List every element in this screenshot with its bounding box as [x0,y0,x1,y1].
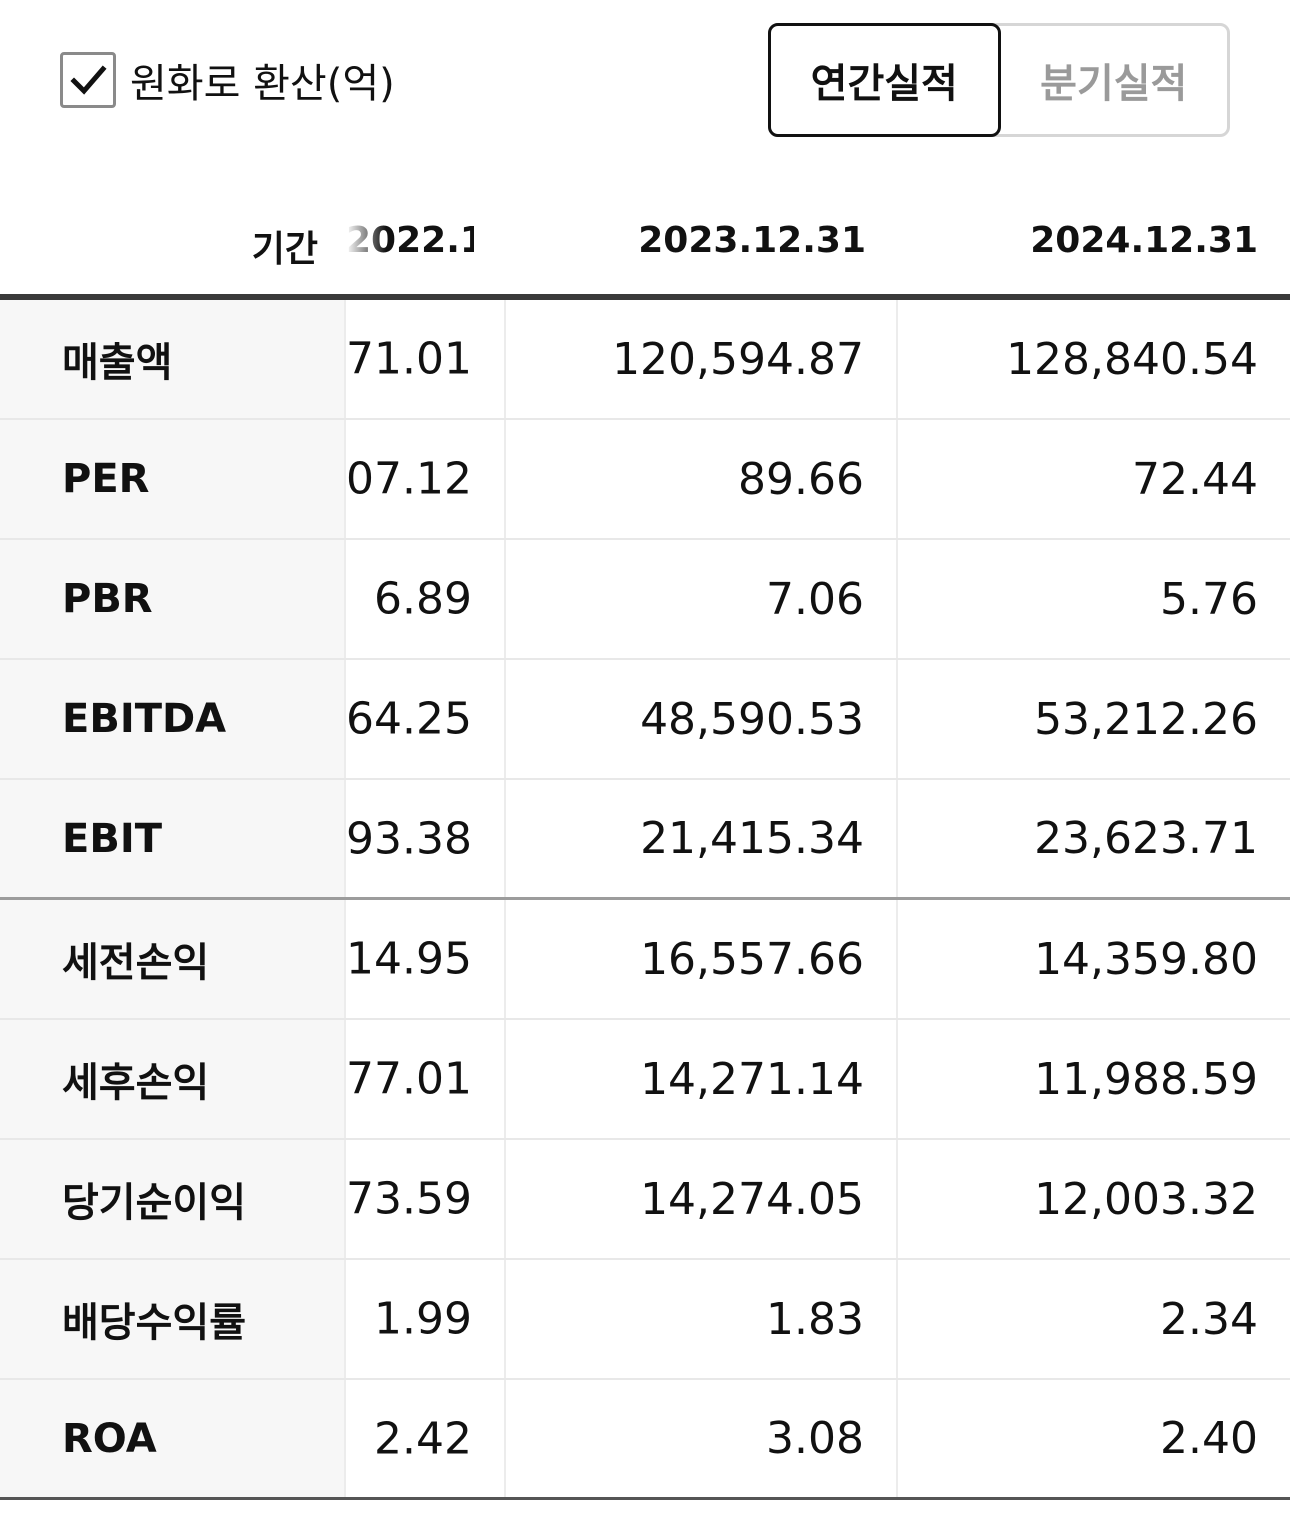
table-row: 당기순이익 73.59 14,274.05 12,003.32 [0,1140,1290,1260]
table-cell: 23,623.71 [1034,813,1258,864]
table-row: 세전손익 214.95 16,557.66 14,359.80 [0,900,1290,1020]
table-cell: 53,212.26 [1034,693,1258,745]
table-row: EBITDA 64.25 48,590.53 53,212.26 [0,660,1290,780]
row-label: 당기순이익 [0,1140,346,1258]
table-cell: 120,594.87 [506,300,898,418]
row-label: 세후손익 [0,1020,346,1138]
table-cell: 6.89 [346,540,506,658]
row-label: PBR [0,540,346,658]
convert-checkbox[interactable] [60,52,116,108]
table-cell: 1.99 [346,1260,506,1378]
column-header: 2022.12.31 [346,220,474,261]
table-cell: 89.66 [506,420,898,538]
table-row: 매출액 971.01 120,594.87 128,840.54 [0,300,1290,420]
table-cell: 16,557.66 [506,900,898,1018]
table-cell: 107.12 [346,420,506,538]
table-header: 기간 2022.12.31 2023.12.31 2024.12.31 [0,190,1290,300]
table-cell: 12,003.32 [1034,1173,1258,1225]
table-cell: 93.38 [346,780,506,897]
table-row: EBIT 93.38 21,415.34 23,623.71 [0,780,1290,900]
table-cell: 11,988.59 [1034,1053,1258,1105]
table-row: PER 107.12 89.66 72.44 [0,420,1290,540]
table-cell: 48,590.53 [506,660,898,778]
column-header: 2023.12.31 [638,220,866,261]
tab-annual[interactable]: 연간실적 [768,23,1001,137]
table-cell: 128,840.54 [1006,333,1258,385]
checkmark-icon [70,65,107,95]
column-header: 2024.12.31 [1030,220,1258,261]
row-label: PER [0,420,346,538]
row-label: 매출액 [0,300,346,418]
table-cell: 72.44 [1132,453,1258,505]
period-toggle: 연간실적 분기실적 [768,23,1230,137]
period-header: 기간 [251,229,318,270]
table-cell: 1.83 [506,1260,898,1378]
table-cell: 3.08 [506,1380,898,1497]
table-cell: 64.25 [346,660,506,778]
convert-checkbox-label[interactable]: 원화로 환산(억) [130,61,395,107]
table-cell: 2.42 [346,1380,506,1497]
table-cell: 14,274.05 [506,1140,898,1258]
table-cell: 2.40 [1160,1413,1258,1464]
tab-quarterly[interactable]: 분기실적 [1040,61,1188,107]
table-row: 배당수익률 1.99 1.83 2.34 [0,1260,1290,1380]
table-cell: 7.06 [506,540,898,658]
table-cell: 21,415.34 [506,780,898,897]
table-row: 세후손익 377.01 14,271.14 11,988.59 [0,1020,1290,1140]
table-cell: 2.34 [1160,1293,1258,1345]
table-row: PBR 6.89 7.06 5.76 [0,540,1290,660]
table-cell: 73.59 [346,1140,506,1258]
table-cell: 214.95 [346,900,506,1018]
row-label: 세전손익 [0,900,346,1018]
table-cell: 14,271.14 [506,1020,898,1138]
row-label: EBITDA [0,660,346,778]
currency-convert-toggle[interactable]: 원화로 환산(억) [60,50,395,110]
table-cell: 14,359.80 [1034,933,1258,985]
table-cell: 971.01 [346,300,506,418]
table-cell: 377.01 [346,1020,506,1138]
table-cell: 5.76 [1160,573,1258,625]
table-row: ROA 2.42 3.08 2.40 [0,1380,1290,1500]
row-label: 배당수익률 [0,1260,346,1378]
row-label: EBIT [0,780,346,897]
financial-table: 기간 2022.12.31 2023.12.31 2024.12.31 매출액 … [0,190,1290,1500]
row-label: ROA [0,1380,346,1497]
